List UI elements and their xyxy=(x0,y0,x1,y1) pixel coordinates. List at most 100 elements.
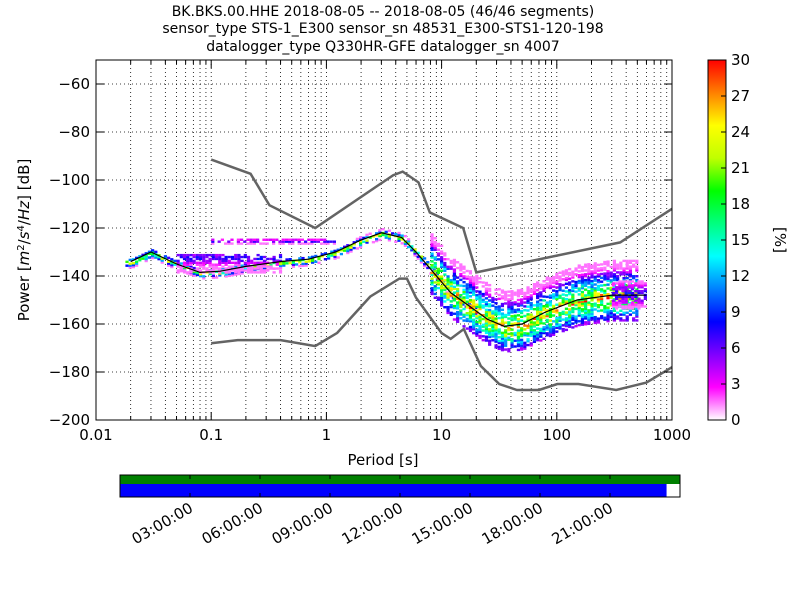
density-cell xyxy=(279,266,283,270)
density-cell xyxy=(612,265,617,268)
density-cell xyxy=(246,238,250,241)
density-cell xyxy=(253,267,257,270)
density-cell xyxy=(465,290,469,294)
density-cell xyxy=(603,278,607,281)
density-cell xyxy=(568,267,572,271)
density-cell xyxy=(500,333,505,336)
density-cell xyxy=(577,306,581,310)
density-cell xyxy=(259,242,263,245)
density-cell xyxy=(584,282,588,286)
density-cell xyxy=(587,272,591,276)
density-cell xyxy=(462,298,466,301)
density-cell xyxy=(497,312,501,316)
density-cell xyxy=(574,269,578,272)
density-cell xyxy=(250,267,254,270)
density-cell xyxy=(449,288,453,292)
density-cell xyxy=(488,333,492,337)
density-cell xyxy=(472,328,476,331)
density-cell xyxy=(627,295,631,299)
density-cell xyxy=(468,320,473,323)
density-cell xyxy=(468,270,473,273)
density-cell xyxy=(552,304,556,308)
density-cell xyxy=(481,304,485,307)
density-cell xyxy=(173,263,177,266)
density-cell xyxy=(214,267,219,270)
density-cell xyxy=(343,245,347,249)
density-cell xyxy=(234,253,238,257)
density-cell xyxy=(186,271,190,274)
density-cell xyxy=(317,255,321,259)
density-cell xyxy=(288,261,292,265)
density-cell xyxy=(627,303,631,306)
density-cell xyxy=(218,261,222,264)
density-cell xyxy=(571,293,575,296)
density-cell xyxy=(504,290,508,294)
density-cell xyxy=(343,247,347,250)
density-cell xyxy=(452,291,457,294)
density-cell xyxy=(433,286,437,290)
density-cell xyxy=(237,263,241,266)
density-cell xyxy=(446,309,450,313)
density-cell xyxy=(510,322,514,326)
density-cell xyxy=(475,334,479,337)
density-cell xyxy=(327,253,331,256)
density-cell xyxy=(443,296,447,299)
density-cell xyxy=(561,270,565,273)
density-cell xyxy=(510,301,514,304)
density-cell xyxy=(504,294,508,298)
density-cell xyxy=(443,258,447,261)
density-cell xyxy=(484,329,489,333)
density-cell xyxy=(590,287,594,290)
density-cell xyxy=(564,317,569,320)
density-cell xyxy=(504,331,508,334)
density-cell xyxy=(523,324,527,327)
density-cell xyxy=(552,279,556,283)
density-cell xyxy=(603,306,607,310)
density-cell xyxy=(584,311,588,314)
density-cell xyxy=(584,284,588,288)
density-cell xyxy=(316,240,320,243)
density-cell xyxy=(304,264,308,267)
density-cell xyxy=(433,269,437,273)
density-cell xyxy=(624,299,628,302)
density-cell xyxy=(456,316,460,320)
density-cell xyxy=(622,276,626,280)
x-axis-label: Period [s] xyxy=(347,451,418,469)
density-cell xyxy=(640,280,644,283)
density-cell xyxy=(208,259,212,263)
density-cell xyxy=(532,283,537,286)
density-cell xyxy=(637,297,641,300)
density-cell xyxy=(281,240,285,243)
density-cell xyxy=(430,233,434,236)
density-cell xyxy=(262,261,267,264)
density-cell xyxy=(211,271,215,274)
density-cell xyxy=(612,261,617,264)
density-cell xyxy=(436,271,441,274)
density-cell xyxy=(298,261,302,264)
density-cell xyxy=(621,280,625,283)
density-cell xyxy=(295,263,299,266)
density-cell xyxy=(465,277,469,280)
density-cell xyxy=(536,292,540,296)
density-cell xyxy=(179,255,183,259)
density-cell xyxy=(478,303,482,307)
density-cell xyxy=(440,300,444,303)
density-cell xyxy=(433,240,437,244)
density-cell xyxy=(542,329,546,333)
density-cell xyxy=(221,271,225,275)
density-cell xyxy=(587,270,591,274)
y-tick-label: −80 xyxy=(58,123,90,141)
density-cell xyxy=(523,314,527,318)
density-cell xyxy=(545,301,549,304)
density-cell xyxy=(481,281,485,284)
density-cell xyxy=(600,303,604,306)
density-cell xyxy=(621,307,625,310)
density-cell xyxy=(468,285,473,288)
density-cell xyxy=(256,238,260,241)
density-cell xyxy=(590,283,594,287)
density-cell xyxy=(630,288,635,291)
density-cell xyxy=(587,278,591,281)
density-cell xyxy=(407,238,411,241)
density-cell xyxy=(462,300,466,303)
density-cell xyxy=(504,315,508,319)
